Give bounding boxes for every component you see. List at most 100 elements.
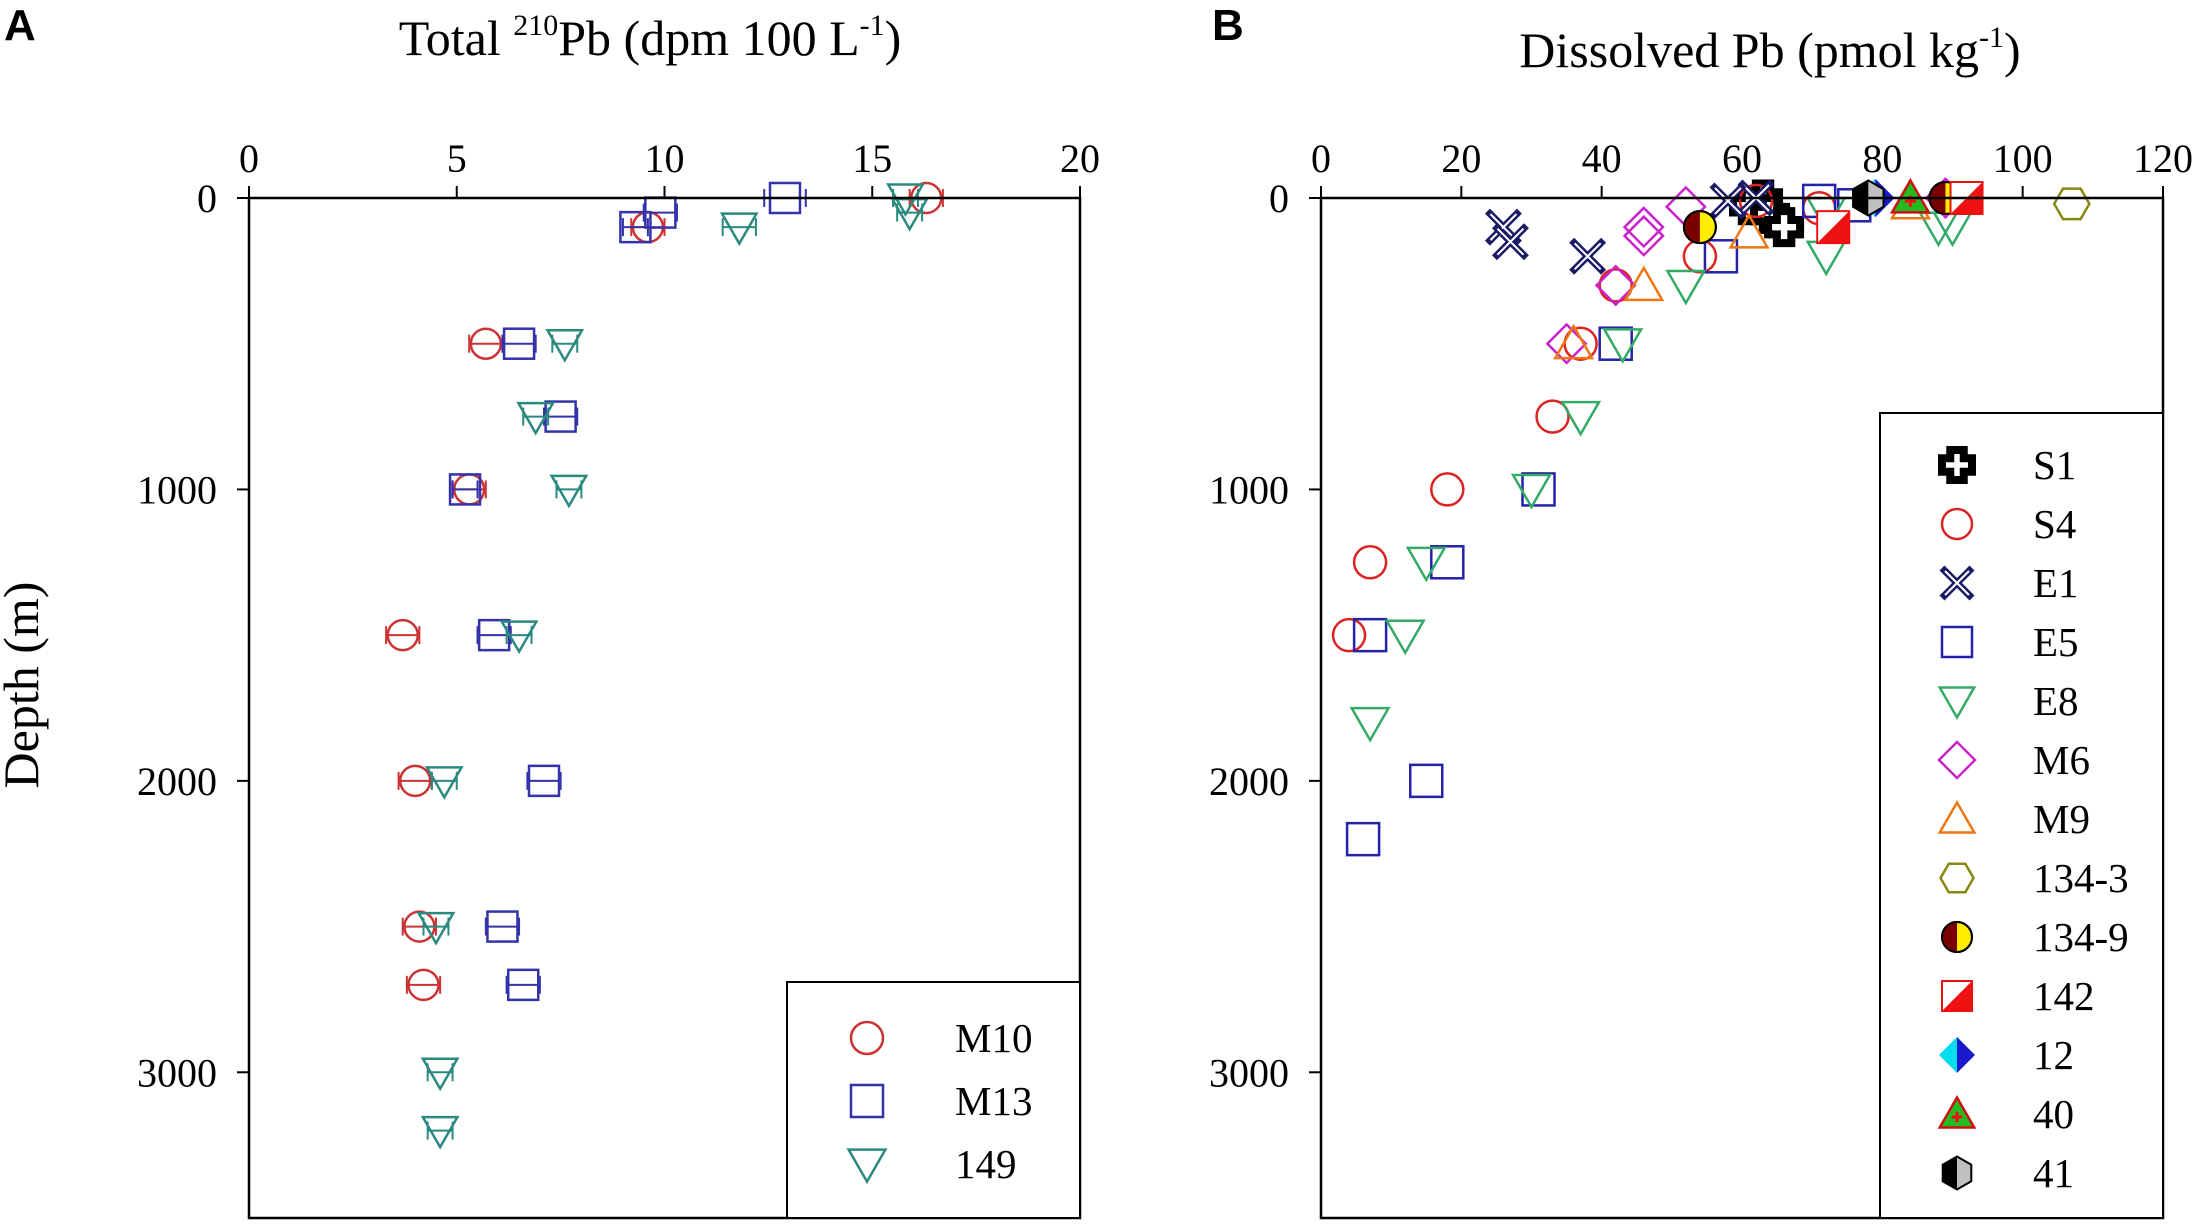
legend-label: S1	[2033, 442, 2076, 488]
legend-marker-41	[1941, 1155, 1973, 1191]
error-bar-m10	[385, 626, 421, 645]
error-bar-149	[555, 480, 583, 499]
legend-label: 41	[2033, 1150, 2074, 1196]
data-point-e5	[1409, 763, 1444, 799]
data-point-149	[499, 620, 539, 655]
legend-item-m10: M10	[849, 1015, 1032, 1061]
legend-marker-134-3	[1939, 862, 1975, 894]
data-point-s4	[1738, 183, 1774, 219]
error-bar-149	[430, 771, 458, 790]
data-point-149	[516, 401, 556, 436]
legend-marker-142	[1941, 980, 1973, 1012]
x-tick-label: 80	[1862, 136, 1902, 181]
legend-label: E5	[2033, 619, 2079, 665]
legend-item-s4: S4	[1940, 501, 2076, 547]
x-tick-label: 0	[239, 136, 259, 181]
legend-marker-m9	[1937, 799, 1977, 834]
data-point-134-3	[2052, 187, 2091, 221]
y-tick-label: 2000	[137, 759, 217, 804]
legend-item-e1: E1	[1939, 560, 2079, 606]
legend-label: 134-9	[2033, 914, 2129, 960]
legend-label: E1	[2033, 560, 2079, 606]
error-bar-m13	[505, 975, 541, 994]
data-point-m6	[1622, 214, 1665, 257]
legend-label: M9	[2033, 796, 2090, 842]
error-bar-149	[551, 334, 579, 353]
data-point-e1	[1569, 237, 1607, 275]
legend-label: E8	[2033, 678, 2079, 724]
data-point-e8	[1384, 619, 1426, 656]
legend-marker-12	[1939, 1037, 1975, 1073]
legend-item-m13: M13	[849, 1078, 1032, 1124]
data-point-e1	[1709, 182, 1747, 220]
error-bar-m10	[468, 334, 504, 353]
legend-marker-m10	[849, 1020, 885, 1056]
data-point-m9	[1728, 212, 1770, 249]
legend-item-41: 41	[1941, 1150, 2074, 1196]
panel-a-plot-frame	[247, 196, 1082, 1220]
panel-a-x-title: Total 210Pb (dpm 100 L-1)	[399, 9, 902, 66]
error-bar-149	[426, 1063, 454, 1082]
x-tick-label: 5	[447, 136, 467, 181]
legend-label: M13	[955, 1078, 1032, 1124]
data-point-m6	[1594, 264, 1637, 307]
legend-item-m9: M9	[1937, 796, 2090, 842]
legend-item-134-9: 134-9	[1941, 914, 2129, 960]
legend-label: 142	[2033, 973, 2095, 1019]
error-bar-149	[522, 407, 550, 426]
error-bar-m13	[451, 480, 479, 499]
error-bar-m13	[501, 334, 537, 353]
data-point-134-9	[1682, 210, 1717, 245]
legend-label: 149	[955, 1141, 1017, 1187]
data-point-149	[424, 766, 464, 800]
legend-box	[786, 981, 1081, 1219]
legend-marker-e1	[1939, 565, 1975, 601]
data-point-s4	[1430, 472, 1465, 507]
data-point-e8	[1805, 240, 1847, 277]
error-bar-149	[426, 1121, 454, 1140]
data-point-e8	[1560, 400, 1602, 437]
error-bar-149	[896, 203, 924, 222]
data-point-40	[1889, 177, 1931, 214]
error-bar-m13	[621, 218, 649, 237]
data-point-e8	[1931, 211, 1974, 248]
data-point-e1	[1491, 223, 1529, 261]
error-bar-m10	[397, 771, 433, 790]
legend-marker-s1	[1938, 446, 1976, 484]
error-bar-m13	[484, 917, 521, 936]
legend-label: M10	[955, 1015, 1032, 1061]
data-point-149	[420, 1057, 460, 1092]
x-tick-label: 15	[852, 136, 892, 181]
panel-a-label: A	[4, 1, 36, 50]
x-tick-label: 20	[1441, 136, 1481, 181]
legend-item-12: 12	[1939, 1032, 2074, 1078]
legend-label: S4	[2033, 501, 2076, 547]
panel-b: B Dissolved Pb (pmol kg-1) 0 20 40 60 80 100 1…	[1209, 1, 2193, 1220]
x-tick-label: 60	[1722, 136, 1762, 181]
data-point-e8	[1665, 269, 1707, 306]
panel-b-x-title: Dissolved Pb (pmol kg-1)	[1519, 21, 2020, 78]
data-point-142	[1816, 210, 1851, 245]
data-point-e5	[1430, 545, 1465, 580]
panel-a-y-title: Depth (m)	[0, 582, 49, 789]
legend-item-m6: M6	[1937, 737, 2090, 783]
y-tick-label: 3000	[137, 1050, 217, 1095]
legend-marker-s4	[1940, 507, 1974, 541]
legend-label: M6	[2033, 737, 2090, 783]
data-point-s4	[1682, 239, 1718, 274]
x-tick-label: 120	[2133, 136, 2193, 181]
y-tick-label: 0	[1269, 176, 1289, 221]
legend-item-40: 40	[1937, 1091, 2074, 1137]
legend-item-s1: S1	[1938, 442, 2076, 488]
x-tick-label: 40	[1582, 136, 1622, 181]
data-point-s4	[1352, 545, 1388, 580]
data-point-m6	[1622, 206, 1665, 249]
data-point-m13	[619, 210, 652, 244]
data-point-s1	[1764, 207, 1805, 248]
legend-item-134-3: 134-3	[1939, 855, 2129, 901]
x-tick-label: 100	[1993, 136, 2053, 181]
data-point-e8	[1349, 706, 1391, 743]
y-tick-label: 1000	[137, 467, 217, 512]
legend-item-142: 142	[1941, 973, 2095, 1019]
data-point-149	[545, 328, 585, 363]
